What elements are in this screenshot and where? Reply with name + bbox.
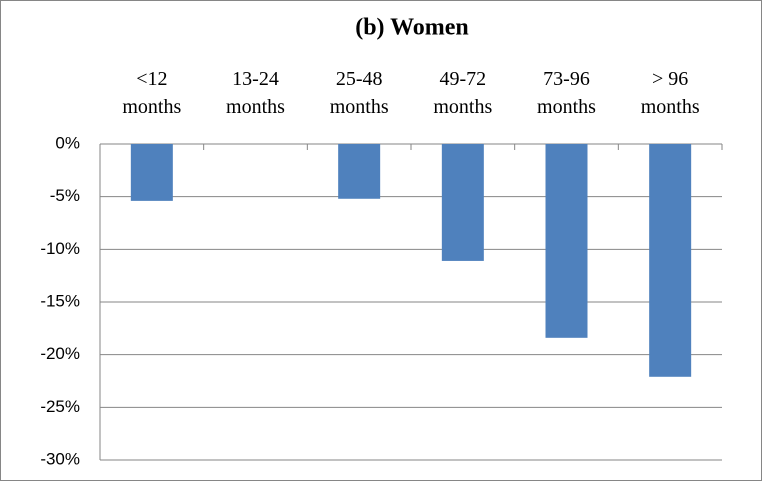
y-tick-label: -20% (40, 344, 80, 363)
x-tick-line: months (433, 96, 492, 118)
x-tick-line: > 96 (652, 68, 688, 90)
x-tick-label: > 96 months (641, 68, 700, 118)
bar (338, 144, 381, 199)
x-tick-label: 13-24 months (226, 68, 285, 118)
x-tick-line: months (330, 96, 389, 118)
bar (130, 144, 173, 201)
x-tick-label: <12 months (122, 68, 181, 118)
bar (545, 144, 588, 338)
bar (649, 144, 692, 377)
y-tick-label: -15% (40, 291, 80, 310)
y-tick-label: -30% (40, 449, 80, 468)
x-tick-line: <12 (136, 68, 167, 90)
x-tick-line: months (122, 96, 181, 118)
x-tick-line: 13-24 (232, 68, 279, 90)
y-tick-label: 0% (55, 133, 80, 152)
x-tick-line: months (537, 96, 596, 118)
chart-title: (b) Women (355, 15, 469, 41)
y-tick-label: -25% (40, 397, 80, 416)
x-tick-label: 25-48 months (330, 68, 389, 118)
x-tick-line: 73-96 (543, 68, 590, 90)
bar (441, 144, 484, 261)
x-tick-line: months (641, 96, 700, 118)
y-tick-label: -10% (40, 239, 80, 258)
y-tick-label: -5% (50, 186, 80, 205)
x-tick-line: 49-72 (439, 68, 486, 90)
x-tick-label: 49-72 months (433, 68, 492, 118)
x-tick-line: 25-48 (336, 68, 383, 90)
x-tick-line: months (226, 96, 285, 118)
x-tick-label: 73-96 months (537, 68, 596, 118)
